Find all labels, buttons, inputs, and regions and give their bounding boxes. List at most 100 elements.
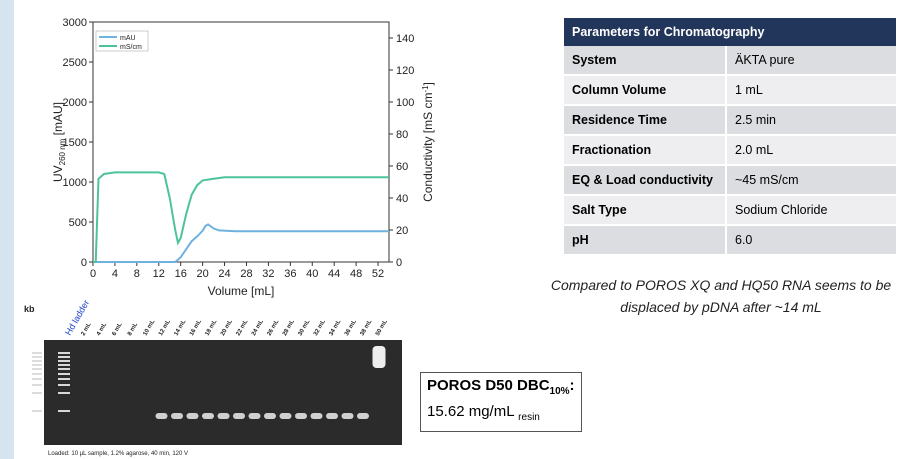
y-axis-label-part: [mAU]	[51, 102, 65, 139]
x-tick-label: 40	[306, 268, 318, 280]
lane-label: 2 mL	[81, 322, 93, 337]
gel-image: kbHd ladder2 mL4 mL6 mL8 mL10 mL12 mL14 …	[24, 298, 402, 457]
plot-frame	[93, 22, 389, 262]
x-axis-label: Volume [mL]	[208, 284, 275, 298]
x-tick-label: 48	[350, 268, 362, 280]
y-tick-label: 2000	[63, 97, 87, 109]
series-line	[93, 172, 389, 262]
y2-tick-label: 120	[396, 65, 414, 77]
param-value: 2.0 mL	[726, 135, 896, 165]
lane-label: 38 mL	[360, 319, 374, 337]
lane-label: 10 mL	[143, 319, 157, 337]
sample-band	[249, 413, 261, 419]
sample-band	[202, 413, 214, 419]
sample-band	[218, 413, 230, 419]
param-name: EQ & Load conductivity	[564, 165, 726, 195]
sample-band	[280, 413, 292, 419]
x-tick-label: 8	[134, 268, 140, 280]
param-value: 2.5 min	[726, 105, 896, 135]
legend-label: mS/cm	[120, 44, 142, 51]
sample-band	[342, 413, 354, 419]
ladder-band	[58, 378, 70, 380]
y2-axis-label-part: ]	[421, 82, 435, 85]
gel-background	[44, 340, 402, 445]
y2-axis-label: Conductivity [mS cm-1]	[421, 82, 435, 202]
sample-band	[156, 413, 168, 419]
param-name: Column Volume	[564, 75, 726, 105]
x-tick-label: 4	[112, 268, 118, 280]
lane-label: 50 mL	[375, 319, 389, 337]
sample-band	[187, 413, 199, 419]
sample-band	[295, 413, 307, 419]
sample-band	[171, 413, 183, 419]
x-tick-label: 28	[240, 268, 252, 280]
lane-label: 26 mL	[267, 319, 281, 337]
lane-label: 24 mL	[251, 319, 265, 337]
x-tick-label: 12	[153, 268, 165, 280]
param-value: Sodium Chloride	[726, 195, 896, 225]
note: Compared to POROS XQ and HQ50 RNA seems …	[540, 274, 902, 318]
x-tick-label: 36	[284, 268, 296, 280]
x-tick-label: 24	[218, 268, 230, 280]
slide: {"chart_data": {"type": "line", "xlabel"…	[0, 0, 903, 459]
y-tick-label: 3000	[63, 17, 87, 29]
param-name: pH	[564, 225, 726, 255]
y-tick-label: 500	[69, 217, 87, 229]
ladder-band	[58, 360, 70, 362]
y2-tick-label: 20	[396, 225, 408, 237]
lane-label: 16 mL	[189, 319, 203, 337]
param-name: Fractionation	[564, 135, 726, 165]
lane-label: 12 mL	[158, 319, 172, 337]
lane-label: 34 mL	[329, 319, 343, 337]
ladder-band	[58, 364, 70, 366]
sample-band	[357, 413, 369, 419]
table-header: Parameters for Chromatography	[564, 18, 896, 46]
lane-label: 36 mL	[344, 319, 358, 337]
sample-band	[326, 413, 338, 419]
y2-axis-label-part: Conductivity [mS cm	[421, 93, 435, 202]
ladder-band	[58, 368, 70, 370]
param-name: Residence Time	[564, 105, 726, 135]
y2-tick-label: 60	[396, 161, 408, 173]
gel-caption: Loaded: 10 µL sample, 1.2% agarose, 40 m…	[48, 451, 188, 457]
y2-tick-label: 0	[396, 257, 402, 269]
dbc-title-sub: 10%	[550, 386, 570, 397]
y-axis-label: UV260 nm [mAU]	[51, 102, 67, 182]
x-tick-label: 16	[175, 268, 187, 280]
lane-label: 14 mL	[174, 319, 188, 337]
sample-band	[311, 413, 323, 419]
table-row: EQ & Load conductivity~45 mS/cm	[564, 165, 896, 195]
param-name: System	[564, 46, 726, 75]
ladder-band	[58, 392, 70, 394]
lane-label: 22 mL	[236, 319, 250, 337]
param-value: ÄKTA pure	[726, 46, 896, 75]
gel-kb: kb	[24, 304, 35, 314]
sample-band	[233, 413, 245, 419]
y2-tick-label: 80	[396, 129, 408, 141]
x-tick-label: 32	[262, 268, 274, 280]
y-axis-label-part: 260 nm	[58, 138, 67, 165]
lane-label: 20 mL	[220, 319, 234, 337]
x-tick-label: 44	[328, 268, 340, 280]
x-tick-label: 20	[197, 268, 209, 280]
ladder-band	[58, 373, 70, 375]
dbc-value: 15.62 mg/mL	[427, 403, 514, 420]
lane-label: 8 mL	[127, 322, 139, 337]
sample-band	[373, 346, 386, 368]
ladder-band	[58, 410, 70, 412]
sample-band	[264, 413, 276, 419]
y-tick-label: 0	[81, 257, 87, 269]
legend-label: mAU	[120, 35, 136, 42]
lane-label: 32 mL	[313, 319, 327, 337]
y2-tick-label: 40	[396, 193, 408, 205]
lane-label: 18 mL	[205, 319, 219, 337]
x-tick-label: 52	[372, 268, 384, 280]
